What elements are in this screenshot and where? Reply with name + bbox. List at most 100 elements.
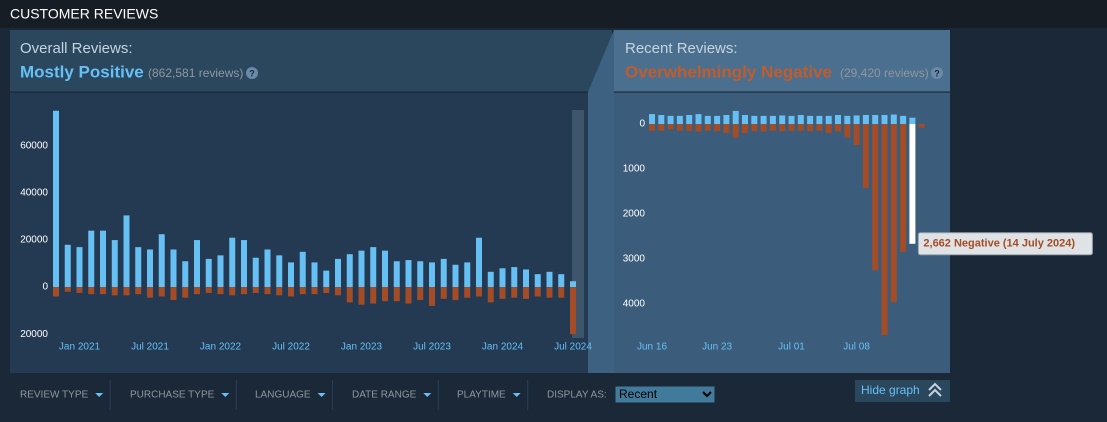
- bar: [205, 258, 212, 288]
- bar: [264, 287, 271, 295]
- x-tick-label: Jan 2021: [59, 342, 101, 353]
- bar: [558, 287, 565, 298]
- bar: [346, 254, 353, 288]
- header-bar: [0, 0, 1107, 28]
- filter-label[interactable]: DATE RANGE: [352, 390, 417, 401]
- bar: [288, 262, 294, 288]
- bar: [76, 247, 83, 288]
- bar: [147, 249, 153, 288]
- bar: [88, 287, 95, 295]
- bar: [695, 114, 702, 124]
- help-icon-text[interactable]: ?: [249, 68, 255, 78]
- bar: [464, 287, 471, 298]
- bar: [64, 244, 71, 288]
- bar: [276, 287, 283, 296]
- bar: [742, 115, 748, 124]
- x-tick-label: Jan 2024: [482, 342, 524, 353]
- bar: [476, 237, 482, 288]
- y-tick-label: 0: [42, 282, 48, 293]
- hide-graph-text[interactable]: Hide graph: [861, 383, 920, 397]
- bar: [816, 115, 823, 124]
- bar: [649, 114, 655, 124]
- bar: [797, 115, 804, 124]
- bar: [807, 115, 814, 124]
- bar: [358, 250, 365, 288]
- x-tick-label: Jan 2023: [341, 342, 383, 353]
- bar: [429, 262, 435, 288]
- help-icon[interactable]: [931, 67, 943, 79]
- bar: [769, 115, 776, 124]
- bar: [440, 287, 447, 299]
- bar: [299, 251, 306, 288]
- bar: [797, 124, 804, 131]
- bar: [499, 287, 506, 299]
- bar: [88, 230, 95, 288]
- hide-graph-button[interactable]: [855, 380, 950, 402]
- bar: [311, 287, 318, 295]
- bar: [890, 124, 897, 303]
- bar: [714, 115, 721, 124]
- bar: [881, 124, 888, 336]
- bar: [649, 124, 655, 131]
- bar: [546, 287, 553, 298]
- bar: [229, 237, 236, 288]
- y-tick-label: 40000: [20, 188, 48, 199]
- dropdown-arrow: [512, 393, 521, 397]
- dropdown-arrow: [317, 393, 326, 397]
- bar: [393, 261, 400, 288]
- display-select[interactable]: [614, 385, 716, 404]
- bar: [323, 287, 330, 293]
- x-tick-label: Jul 2021: [131, 342, 169, 353]
- bar: [511, 287, 518, 298]
- bar: [714, 124, 721, 132]
- x-tick-label: Jul 2023: [413, 342, 451, 353]
- bar: [170, 287, 177, 301]
- filter-label[interactable]: PURCHASE TYPE: [130, 390, 215, 401]
- bar: [158, 287, 165, 297]
- x-tick-label: Jun 23: [702, 342, 732, 353]
- y-tick-label: 20000: [20, 329, 48, 340]
- help-icon-text[interactable]: ?: [934, 68, 940, 78]
- bar: [751, 124, 758, 132]
- tooltip-text: 2,662 Negative (14 July 2024): [923, 238, 1075, 250]
- bar: [558, 274, 565, 288]
- bar: [135, 287, 142, 295]
- bar: [909, 124, 916, 244]
- filter-label[interactable]: PLAYTIME: [457, 390, 506, 401]
- bar: [499, 268, 506, 288]
- bar: [909, 117, 916, 124]
- bar: [429, 287, 435, 306]
- bar: [723, 124, 730, 133]
- bar: [53, 110, 59, 288]
- bar: [217, 287, 224, 295]
- bar: [862, 115, 869, 124]
- bar: [704, 115, 711, 124]
- bar: [405, 260, 412, 288]
- display-select-value[interactable]: Recent: [619, 387, 658, 401]
- x-tick-label: Jul 2024: [554, 342, 592, 353]
- selected-range: [572, 110, 584, 338]
- bar: [417, 261, 424, 288]
- filter-label[interactable]: REVIEW TYPE: [20, 390, 88, 401]
- bar: [252, 287, 259, 293]
- x-tick-label: Jan 2022: [200, 342, 242, 353]
- bar: [760, 115, 767, 124]
- bar: [335, 287, 341, 296]
- filter-label[interactable]: LANGUAGE: [255, 390, 311, 401]
- bar: [182, 261, 189, 288]
- bar: [723, 115, 730, 124]
- bar: [844, 115, 851, 124]
- bar: [676, 124, 683, 131]
- bar: [825, 115, 832, 124]
- bar: [511, 267, 518, 288]
- bar: [900, 115, 907, 124]
- bar: [76, 287, 83, 293]
- dropdown-arrow: [423, 393, 432, 397]
- bar: [170, 249, 177, 288]
- bar: [779, 124, 786, 132]
- bar: [476, 287, 482, 297]
- help-icon[interactable]: [246, 67, 258, 79]
- bar: [64, 287, 71, 292]
- bar: [487, 271, 494, 288]
